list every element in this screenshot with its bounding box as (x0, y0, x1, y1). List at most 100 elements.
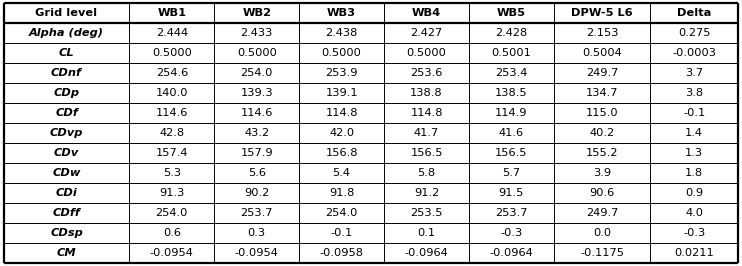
Text: 0.9: 0.9 (685, 188, 703, 198)
Text: 254.0: 254.0 (240, 68, 273, 78)
Text: 0.1: 0.1 (418, 228, 436, 238)
Text: WB1: WB1 (157, 8, 186, 18)
Text: 41.7: 41.7 (414, 128, 439, 138)
Text: 157.9: 157.9 (240, 148, 273, 158)
Text: 40.2: 40.2 (589, 128, 614, 138)
Text: 253.4: 253.4 (495, 68, 528, 78)
Text: CM: CM (56, 248, 76, 258)
Text: CDvp: CDvp (50, 128, 83, 138)
Text: Grid level: Grid level (36, 8, 98, 18)
Text: CDf: CDf (55, 108, 78, 118)
Text: -0.3: -0.3 (683, 228, 706, 238)
Text: 155.2: 155.2 (585, 148, 618, 158)
Text: 249.7: 249.7 (585, 208, 618, 218)
Text: 157.4: 157.4 (156, 148, 188, 158)
Text: 134.7: 134.7 (585, 88, 618, 98)
Text: -0.0954: -0.0954 (150, 248, 194, 258)
Text: -0.3: -0.3 (500, 228, 522, 238)
Text: CDi: CDi (56, 188, 77, 198)
Text: -0.0958: -0.0958 (320, 248, 364, 258)
Text: WB3: WB3 (327, 8, 356, 18)
Text: -0.1175: -0.1175 (580, 248, 624, 258)
Text: 0.6: 0.6 (162, 228, 181, 238)
Text: 114.6: 114.6 (240, 108, 273, 118)
Text: 2.438: 2.438 (326, 28, 358, 38)
Text: 139.3: 139.3 (240, 88, 273, 98)
Text: 253.7: 253.7 (495, 208, 528, 218)
Text: CDv: CDv (54, 148, 79, 158)
Text: 2.444: 2.444 (156, 28, 188, 38)
Text: 254.6: 254.6 (156, 68, 188, 78)
Text: 5.4: 5.4 (332, 168, 351, 178)
Text: 3.9: 3.9 (593, 168, 611, 178)
Text: 253.6: 253.6 (410, 68, 443, 78)
Text: Alpha (deg): Alpha (deg) (29, 28, 104, 38)
Text: 2.153: 2.153 (585, 28, 618, 38)
Text: 0.5004: 0.5004 (582, 48, 622, 58)
Text: 0.3: 0.3 (248, 228, 266, 238)
Text: CL: CL (59, 48, 74, 58)
Text: 90.2: 90.2 (244, 188, 269, 198)
Text: 0.5001: 0.5001 (491, 48, 531, 58)
Text: 1.3: 1.3 (685, 148, 703, 158)
Text: 114.9: 114.9 (495, 108, 528, 118)
Text: 114.6: 114.6 (156, 108, 188, 118)
Text: 3.7: 3.7 (685, 68, 703, 78)
Text: 156.5: 156.5 (410, 148, 443, 158)
Text: 2.428: 2.428 (495, 28, 528, 38)
Text: 254.0: 254.0 (156, 208, 188, 218)
Text: Delta: Delta (677, 8, 712, 18)
Text: 91.8: 91.8 (329, 188, 354, 198)
Text: 41.6: 41.6 (499, 128, 524, 138)
Text: 91.5: 91.5 (499, 188, 524, 198)
Text: 114.8: 114.8 (410, 108, 443, 118)
Text: 138.5: 138.5 (495, 88, 528, 98)
Text: 253.7: 253.7 (240, 208, 273, 218)
Text: 91.2: 91.2 (414, 188, 439, 198)
Text: 138.8: 138.8 (410, 88, 443, 98)
Text: 253.5: 253.5 (410, 208, 443, 218)
Text: 0.5000: 0.5000 (322, 48, 361, 58)
Text: 156.5: 156.5 (495, 148, 528, 158)
Text: 4.0: 4.0 (685, 208, 703, 218)
Text: WB2: WB2 (242, 8, 272, 18)
Text: 140.0: 140.0 (156, 88, 188, 98)
Text: 43.2: 43.2 (244, 128, 269, 138)
Text: 5.7: 5.7 (502, 168, 520, 178)
Text: 0.5000: 0.5000 (407, 48, 447, 58)
Text: 1.4: 1.4 (685, 128, 703, 138)
Text: CDff: CDff (53, 208, 80, 218)
Text: -0.0964: -0.0964 (490, 248, 533, 258)
Text: 139.1: 139.1 (325, 88, 358, 98)
Text: CDw: CDw (53, 168, 81, 178)
Text: 42.8: 42.8 (160, 128, 185, 138)
Text: -0.1: -0.1 (330, 228, 352, 238)
Text: -0.0964: -0.0964 (404, 248, 448, 258)
Text: -0.0003: -0.0003 (672, 48, 716, 58)
Text: 254.0: 254.0 (326, 208, 358, 218)
Text: 91.3: 91.3 (160, 188, 185, 198)
Text: 253.9: 253.9 (325, 68, 358, 78)
Text: 3.8: 3.8 (685, 88, 703, 98)
Text: WB5: WB5 (497, 8, 526, 18)
Text: 2.427: 2.427 (410, 28, 443, 38)
Text: 0.275: 0.275 (678, 28, 711, 38)
Text: WB4: WB4 (412, 8, 441, 18)
Text: 156.8: 156.8 (325, 148, 358, 158)
Text: CDp: CDp (53, 88, 79, 98)
Text: 5.6: 5.6 (248, 168, 266, 178)
Text: 0.0211: 0.0211 (674, 248, 714, 258)
Text: 5.8: 5.8 (418, 168, 436, 178)
Text: 2.433: 2.433 (240, 28, 273, 38)
Text: 90.6: 90.6 (589, 188, 614, 198)
Text: 42.0: 42.0 (329, 128, 354, 138)
Text: 1.8: 1.8 (685, 168, 703, 178)
Text: -0.1: -0.1 (683, 108, 706, 118)
Text: 0.0: 0.0 (593, 228, 611, 238)
Text: DPW-5 L6: DPW-5 L6 (571, 8, 633, 18)
Text: 0.5000: 0.5000 (152, 48, 191, 58)
Text: CDsp: CDsp (50, 228, 83, 238)
Text: 249.7: 249.7 (585, 68, 618, 78)
Text: -0.0954: -0.0954 (234, 248, 279, 258)
Text: 0.5000: 0.5000 (237, 48, 277, 58)
